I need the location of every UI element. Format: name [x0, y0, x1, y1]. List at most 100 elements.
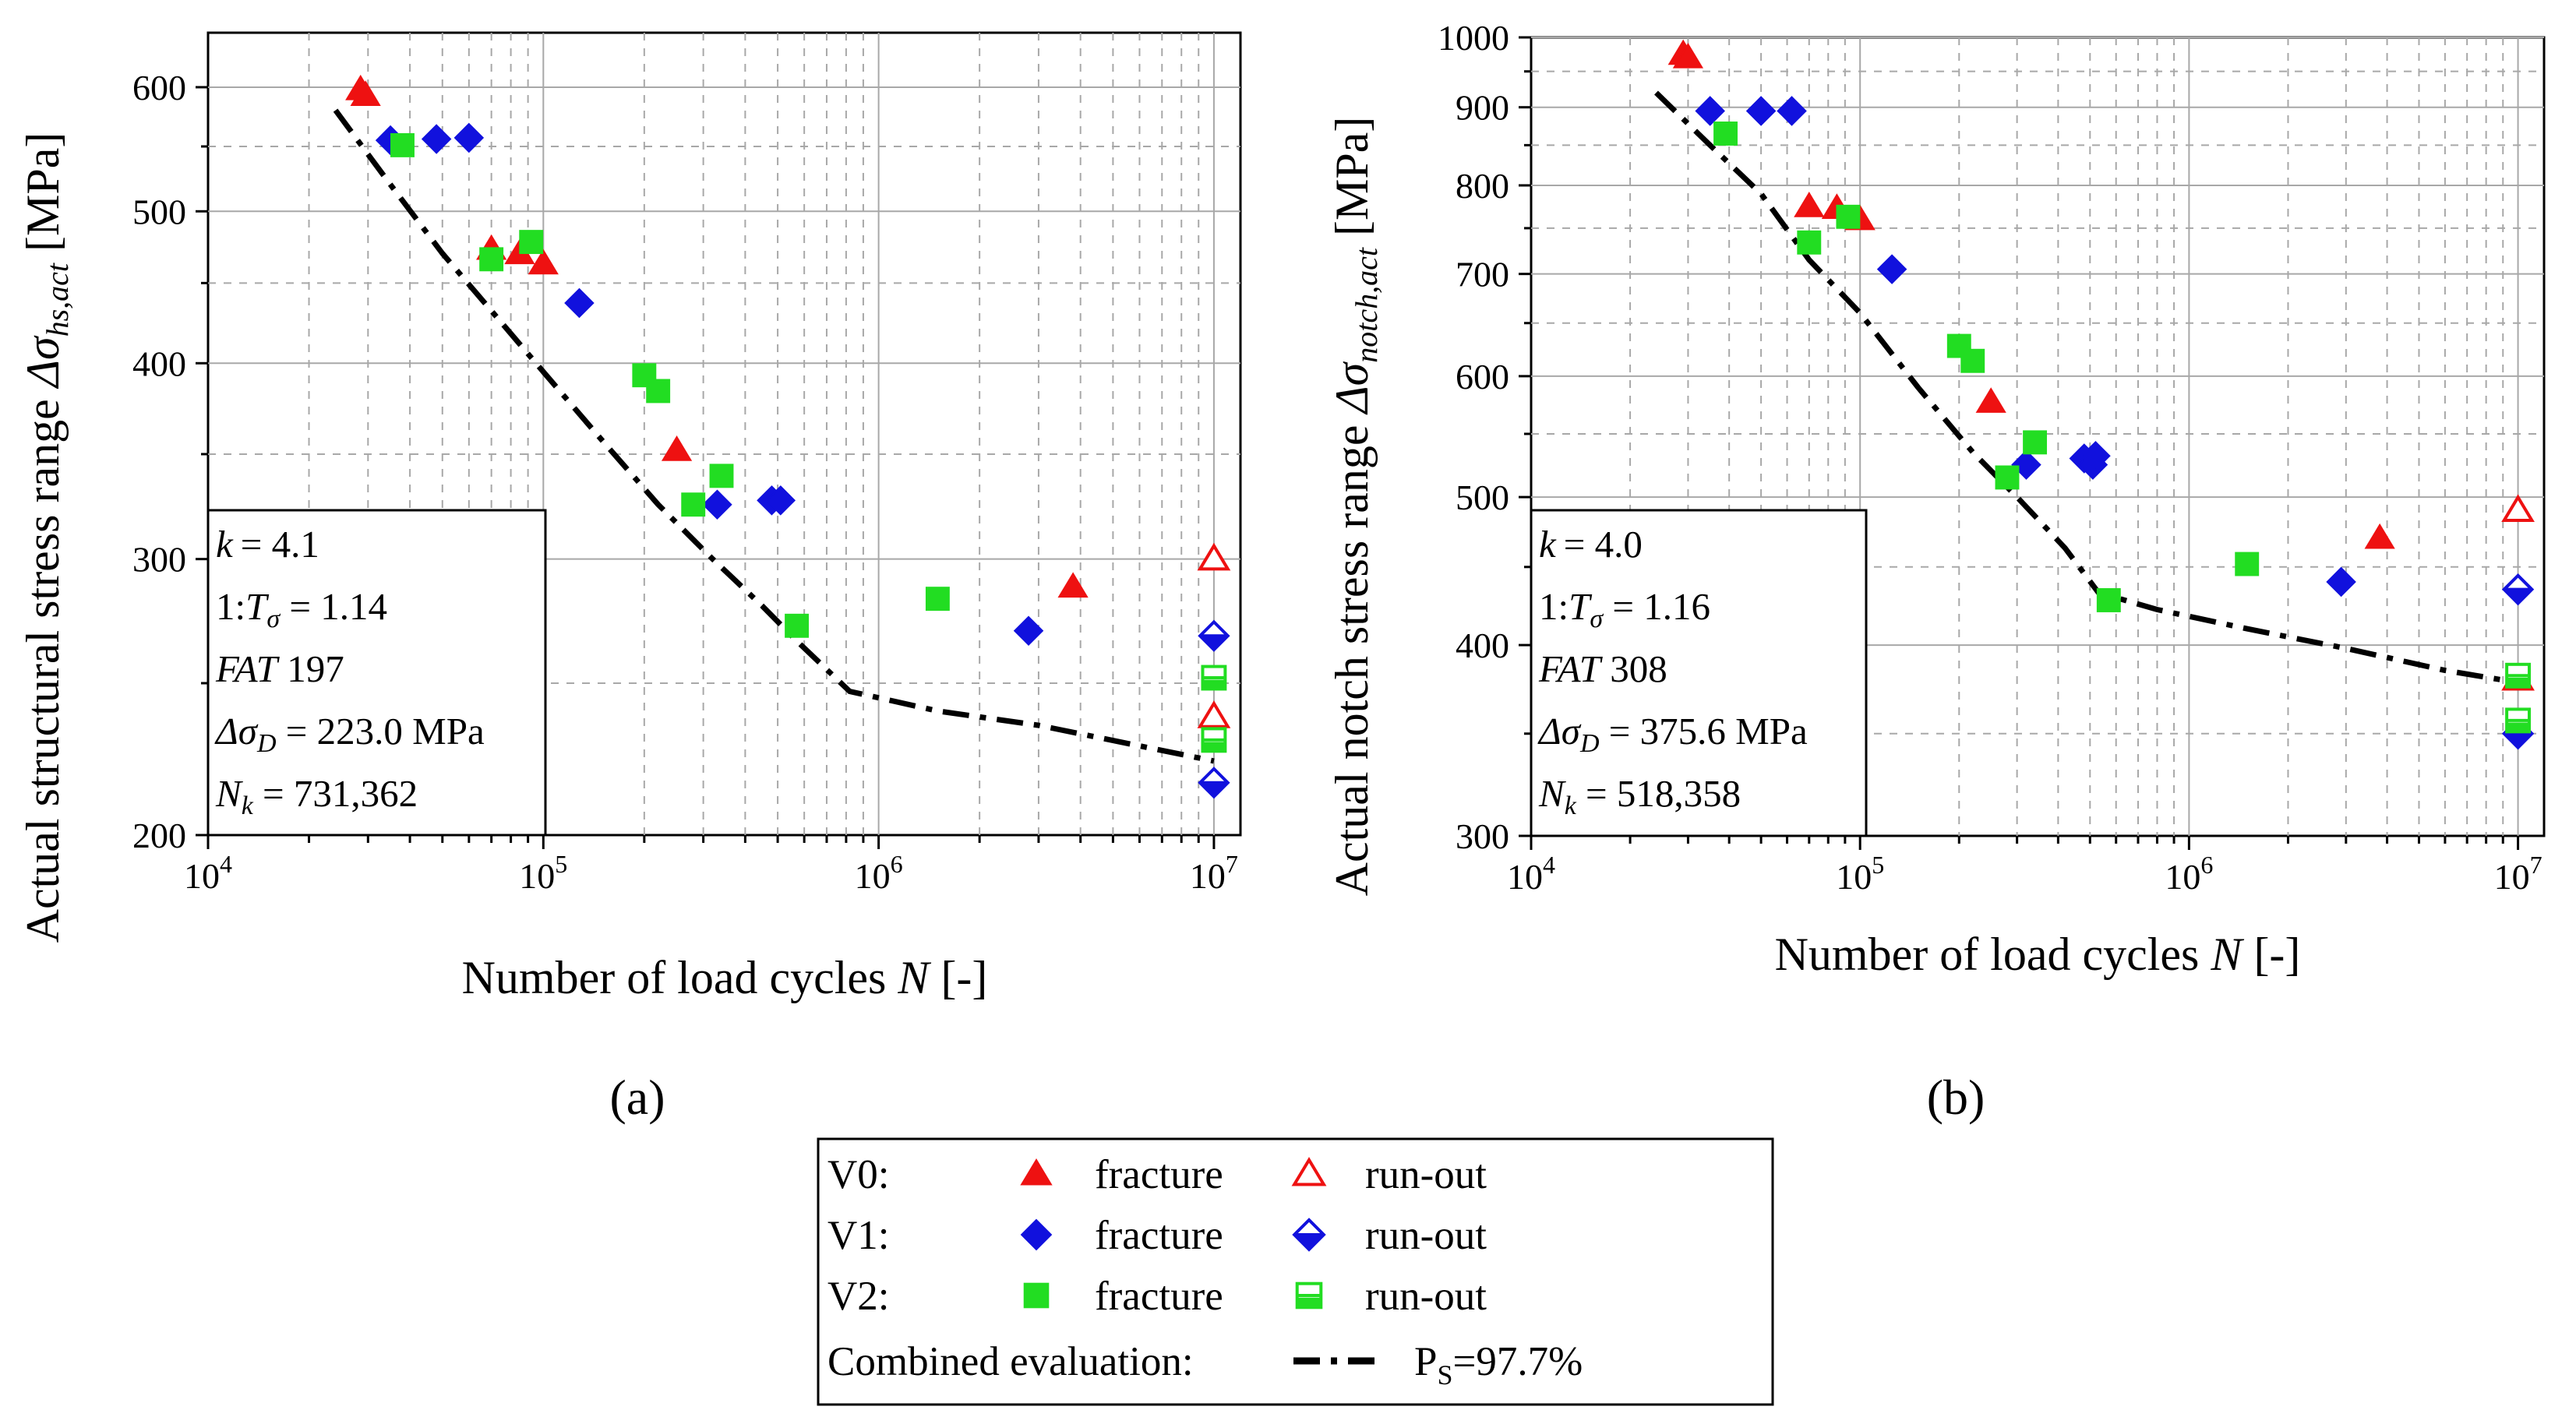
- stat-sd-b: ΔσD = 375.6 MPa: [1537, 710, 1808, 758]
- v0-fracture-point: [661, 435, 693, 461]
- combined-evaluation-curve: [333, 108, 1215, 764]
- v0-fracture-point: [350, 80, 381, 106]
- v2-fracture-point: [2096, 588, 2121, 612]
- y-tick-label: 500: [1456, 478, 1509, 517]
- v1-run-out-point-fill: [1200, 782, 1228, 797]
- v1-fracture-point: [1876, 254, 1907, 284]
- v2-fracture-point: [646, 379, 671, 404]
- stats-box-b: [1530, 509, 1868, 837]
- legend-group-label: V0:: [827, 1152, 890, 1197]
- v1-fracture-point: [2326, 566, 2356, 597]
- legend-combined-value: PS=97.7%: [1414, 1339, 1583, 1391]
- y-tick-label: 300: [1456, 816, 1509, 856]
- v1-run-out-point-fill: [1200, 636, 1228, 650]
- v2-fracture-point: [1960, 348, 1985, 373]
- legend-runout-marker-fill: [1294, 1235, 1324, 1250]
- v0-fracture-point: [1672, 42, 1704, 69]
- v0-run-out-point: [2501, 494, 2535, 523]
- v2-run-out-point-fill: [2507, 677, 2530, 687]
- v2-run-out-point-fill: [2507, 722, 2530, 732]
- v0-run-out-point: [1197, 542, 1231, 571]
- legend-fracture-label: fracture: [1095, 1152, 1223, 1197]
- x-axis-label-a: Number of load cycles N [-]: [462, 952, 988, 1003]
- x-axis-label-b: Number of load cycles N [-]: [1775, 929, 2301, 980]
- y-tick-label: 300: [132, 540, 186, 580]
- legend-runout-label: run-out: [1365, 1152, 1487, 1197]
- stat-t-b: 1:Tσ = 1.16: [1539, 585, 1710, 633]
- v0-fracture-point: [1975, 387, 2006, 413]
- x-tick-label: 107: [2494, 851, 2542, 897]
- v1-fracture-point: [765, 485, 796, 516]
- y-tick-label: 400: [132, 344, 186, 383]
- v2-fracture-point: [681, 492, 706, 517]
- v0-run-out-point: [1197, 700, 1231, 728]
- combined-evaluation-curve: [1654, 90, 2519, 686]
- y-tick-label: 600: [1456, 357, 1509, 397]
- stat-t-a: 1:Tσ = 1.14: [216, 585, 387, 633]
- legend-fracture-label: fracture: [1095, 1274, 1223, 1319]
- v1-fracture-point: [1777, 96, 1807, 126]
- y-tick-label: 800: [1456, 166, 1509, 206]
- legend-runout-marker: [1291, 1157, 1327, 1186]
- v2-fracture-point: [2023, 430, 2048, 455]
- v1-fracture-point: [564, 287, 595, 319]
- v1-fracture-point: [702, 489, 732, 520]
- v2-fracture-point: [785, 613, 810, 638]
- stat-fat-b: FAT 308: [1538, 647, 1667, 690]
- v1-fracture-point: [453, 122, 485, 153]
- v2-fracture-point: [1836, 204, 1861, 229]
- x-tick-label: 107: [1190, 850, 1238, 896]
- legend-fracture-marker: [1020, 1158, 1053, 1186]
- v2-fracture-point: [1713, 122, 1738, 146]
- y-tick-label: 700: [1456, 255, 1509, 294]
- legend-group-label: V2:: [827, 1274, 890, 1319]
- plot-frame-a: [206, 31, 1242, 837]
- v2-fracture-point: [709, 464, 734, 488]
- v2-fracture-point: [1797, 230, 1822, 255]
- x-tick-label: 104: [184, 850, 232, 896]
- y-tick-label: 1000: [1438, 18, 1509, 58]
- v1-fracture-point: [2080, 441, 2111, 471]
- x-tick-label: 105: [1836, 851, 1884, 897]
- v0-fracture-point: [1057, 572, 1089, 598]
- v0-fracture-point: [2364, 523, 2395, 549]
- legend-combined-label: Combined evaluation:: [827, 1339, 1194, 1384]
- legend-fracture-marker: [1023, 1282, 1050, 1309]
- x-tick-label: 106: [2165, 851, 2213, 897]
- v2-fracture-point: [390, 132, 415, 157]
- legend-runout-label: run-out: [1365, 1274, 1487, 1319]
- v1-run-out-point-fill: [2504, 733, 2532, 748]
- v2-fracture-point: [519, 230, 544, 255]
- v1-fracture-point: [421, 124, 452, 154]
- stat-nk-b: Nk = 518,358: [1538, 772, 1741, 820]
- legend-fracture-label: fracture: [1095, 1213, 1223, 1258]
- y-axis-label-b: Actual notch stress range Δσnotch,act [M…: [1326, 117, 1384, 897]
- x-tick-label: 104: [1507, 851, 1555, 897]
- v0-fracture-point: [1794, 192, 1825, 217]
- y-tick-label: 600: [132, 68, 186, 108]
- x-tick-label: 105: [519, 850, 567, 896]
- v2-run-out-point-fill: [1202, 679, 1226, 689]
- legend-runout-label: run-out: [1365, 1213, 1487, 1258]
- y-tick-label: 900: [1456, 88, 1509, 128]
- y-axis-label-a: Actual structural stress range Δσhs,act …: [17, 132, 75, 943]
- legend: V0: fracture run-out V1: fracture run-out V2: f…: [817, 1137, 1774, 1406]
- chart-a: 104 105 106 107 200 300 400 500 600 k = 4.1 1:Tσ…: [17, 31, 1242, 1125]
- y-tick-label: 500: [132, 192, 186, 231]
- v2-fracture-point: [1995, 465, 2020, 490]
- v1-run-out-point-fill: [2504, 589, 2532, 604]
- panel-label-a: (a): [609, 1070, 665, 1125]
- v2-fracture-point: [2235, 552, 2260, 576]
- legend-group-label: V1:: [827, 1213, 890, 1258]
- legend-fracture-marker: [1020, 1218, 1053, 1251]
- v2-run-out-point-fill: [1202, 742, 1226, 752]
- y-tick-label: 400: [1456, 626, 1509, 665]
- stat-k-b: k = 4.0: [1539, 523, 1643, 566]
- stat-fat-a: FAT 197: [215, 647, 344, 690]
- v1-fracture-point: [1013, 615, 1044, 647]
- panel-label-b: (b): [1927, 1070, 1985, 1125]
- v2-fracture-point: [925, 587, 950, 612]
- x-tick-label: 106: [855, 850, 903, 896]
- chart-b: 104 105 106 107 300 400 500 600 700 800 900 1000 k…: [1326, 18, 2546, 1125]
